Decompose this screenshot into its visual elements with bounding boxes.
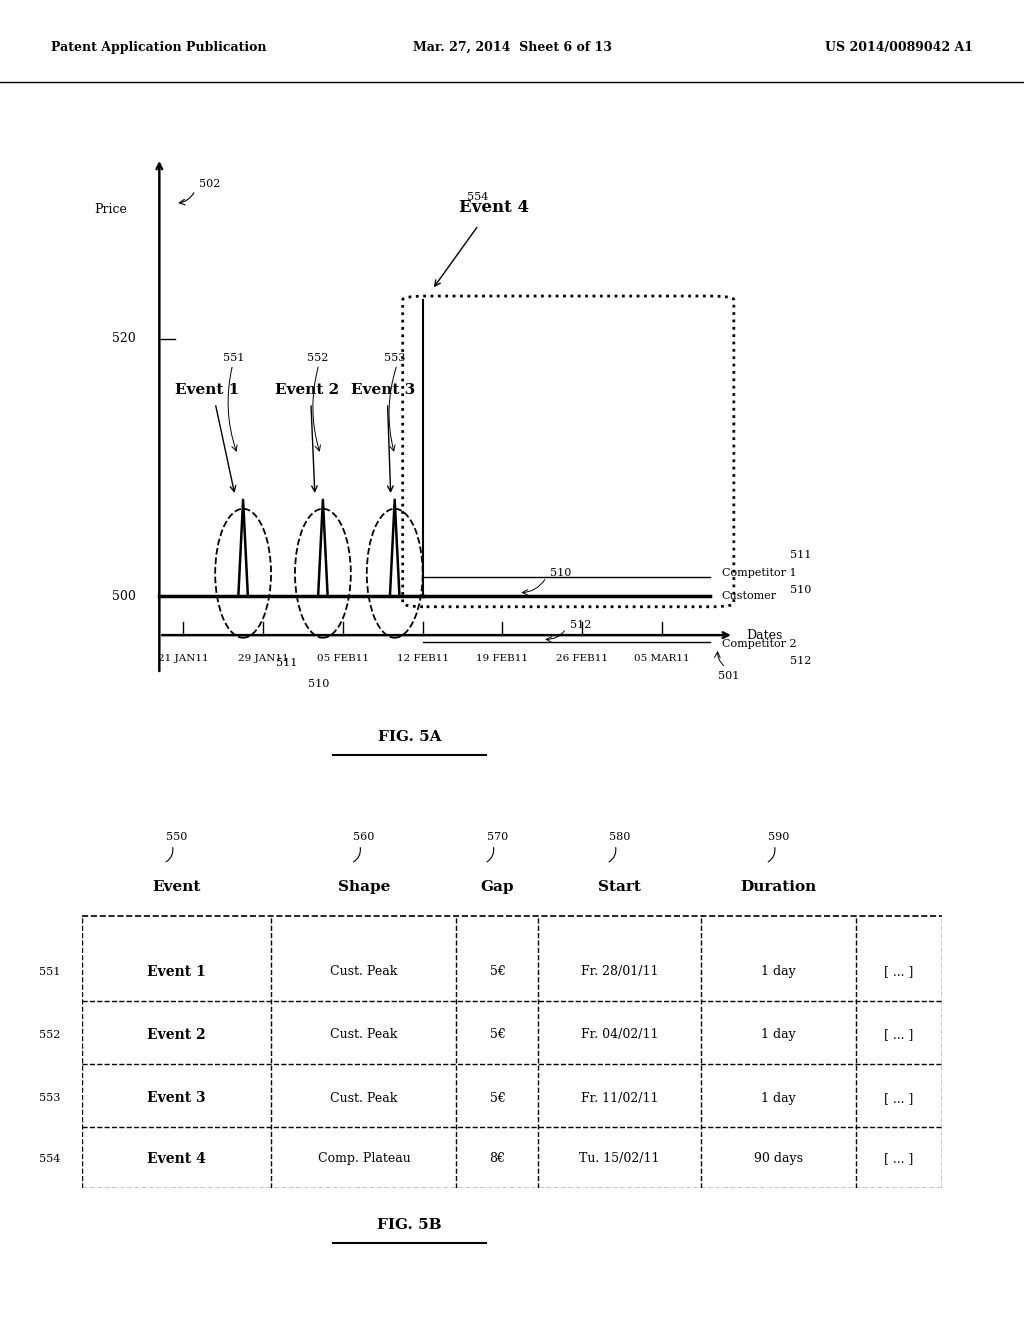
- Text: 5€: 5€: [489, 1092, 505, 1105]
- Text: Patent Application Publication: Patent Application Publication: [51, 41, 266, 54]
- Text: Event 1: Event 1: [147, 965, 206, 978]
- Text: 500: 500: [112, 590, 135, 603]
- Text: Cust. Peak: Cust. Peak: [331, 1028, 397, 1041]
- Text: Event: Event: [153, 880, 201, 894]
- Text: Event 4: Event 4: [460, 199, 529, 216]
- Text: Event 2: Event 2: [147, 1028, 206, 1041]
- Text: 05 FEB11: 05 FEB11: [316, 655, 369, 664]
- Text: 05 MAR11: 05 MAR11: [634, 655, 690, 664]
- Text: [ ... ]: [ ... ]: [885, 965, 913, 978]
- Text: Mar. 27, 2014  Sheet 6 of 13: Mar. 27, 2014 Sheet 6 of 13: [413, 41, 611, 54]
- Text: FIG. 5B: FIG. 5B: [377, 1218, 442, 1232]
- Text: Dates: Dates: [745, 628, 782, 642]
- Text: Customer: Customer: [722, 591, 777, 602]
- Text: 502: 502: [200, 180, 220, 189]
- Text: [ ... ]: [ ... ]: [885, 1092, 913, 1105]
- Text: Shape: Shape: [338, 880, 390, 894]
- Text: Tu. 15/02/11: Tu. 15/02/11: [580, 1152, 659, 1166]
- Text: 570: 570: [486, 832, 508, 842]
- Text: 19 FEB11: 19 FEB11: [476, 655, 528, 664]
- Text: Event 2: Event 2: [274, 383, 339, 396]
- Text: 12 FEB11: 12 FEB11: [396, 655, 449, 664]
- Text: Fr. 04/02/11: Fr. 04/02/11: [581, 1028, 658, 1041]
- Text: 26 FEB11: 26 FEB11: [556, 655, 608, 664]
- Text: 1 day: 1 day: [761, 965, 796, 978]
- Text: 1 day: 1 day: [761, 1092, 796, 1105]
- Text: Start: Start: [598, 880, 641, 894]
- Text: 552: 552: [39, 1030, 60, 1040]
- Text: 501: 501: [718, 672, 739, 681]
- Text: Duration: Duration: [740, 880, 817, 894]
- Text: 511: 511: [790, 550, 811, 560]
- Text: Price: Price: [94, 203, 127, 216]
- Text: 554: 554: [39, 1154, 60, 1164]
- Text: Comp. Plateau: Comp. Plateau: [317, 1152, 411, 1166]
- Text: 554: 554: [467, 191, 487, 202]
- Text: Cust. Peak: Cust. Peak: [331, 965, 397, 978]
- Text: 1 day: 1 day: [761, 1028, 796, 1041]
- Text: 21 JAN11: 21 JAN11: [158, 655, 209, 664]
- Text: 580: 580: [609, 832, 630, 842]
- Text: Cust. Peak: Cust. Peak: [331, 1092, 397, 1105]
- Text: 550: 550: [166, 832, 187, 842]
- Text: FIG. 5A: FIG. 5A: [378, 730, 441, 743]
- Text: Event 3: Event 3: [147, 1092, 206, 1105]
- Text: 553: 553: [39, 1093, 60, 1104]
- Text: Competitor 1: Competitor 1: [722, 568, 797, 578]
- Text: Event 1: Event 1: [175, 383, 240, 396]
- Text: 520: 520: [112, 333, 135, 345]
- Text: 5€: 5€: [489, 1028, 505, 1041]
- Text: 551: 551: [223, 352, 245, 363]
- Text: 510: 510: [550, 568, 571, 578]
- Text: [ ... ]: [ ... ]: [885, 1152, 913, 1166]
- Text: US 2014/0089042 A1: US 2014/0089042 A1: [824, 41, 973, 54]
- Text: 511: 511: [276, 659, 298, 668]
- Text: 29 JAN11: 29 JAN11: [238, 655, 289, 664]
- Text: 512: 512: [570, 620, 592, 630]
- Text: [ ... ]: [ ... ]: [885, 1028, 913, 1041]
- Text: 510: 510: [308, 678, 330, 689]
- Text: 560: 560: [353, 832, 375, 842]
- Text: 90 days: 90 days: [754, 1152, 803, 1166]
- Text: Competitor 2: Competitor 2: [722, 639, 797, 649]
- Text: Fr. 11/02/11: Fr. 11/02/11: [581, 1092, 658, 1105]
- Text: Event 3: Event 3: [350, 383, 415, 396]
- Text: 553: 553: [384, 352, 406, 363]
- Text: Event 4: Event 4: [147, 1152, 206, 1166]
- Text: 510: 510: [790, 585, 811, 595]
- Text: Gap: Gap: [480, 880, 514, 894]
- Text: 551: 551: [39, 966, 60, 977]
- Text: 590: 590: [768, 832, 790, 842]
- Text: 5€: 5€: [489, 965, 505, 978]
- Text: 552: 552: [307, 352, 329, 363]
- Text: Fr. 28/01/11: Fr. 28/01/11: [581, 965, 658, 978]
- Text: 8€: 8€: [489, 1152, 505, 1166]
- Text: 512: 512: [790, 656, 811, 665]
